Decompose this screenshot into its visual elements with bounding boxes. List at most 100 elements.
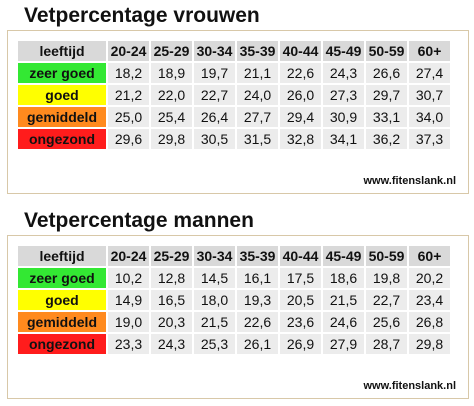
header-cell: 60+ [407, 39, 452, 63]
cell: 27,7 [235, 105, 280, 129]
cell: 30,9 [321, 105, 366, 129]
cell: 22,6 [235, 310, 280, 334]
cell: 23,6 [278, 310, 323, 334]
cell: 19,8 [364, 266, 409, 290]
cell: 21,5 [192, 310, 237, 334]
cell: 37,3 [407, 127, 452, 151]
cell: 21,1 [235, 61, 280, 85]
header-cell: 25-29 [149, 39, 194, 63]
cell: 26,6 [364, 61, 409, 85]
cell: 25,0 [106, 105, 151, 129]
table: leeftijd 20-24 25-29 30-34 35-39 40-44 45-49 50… [16, 244, 452, 356]
cell: 26,1 [235, 332, 280, 356]
cell: 16,5 [149, 288, 194, 312]
row: zeer goed 10,2 12,8 14,5 16,1 17,5 18,6 19,8 20,… [16, 266, 452, 290]
header-cell: 25-29 [149, 244, 194, 268]
cell: 27,4 [407, 61, 452, 85]
cell: 23,4 [407, 288, 452, 312]
cell: 25,3 [192, 332, 237, 356]
cell: 18,9 [149, 61, 194, 85]
header-cell: 50-59 [364, 39, 409, 63]
cell: 22,7 [192, 83, 237, 107]
cell: 27,9 [321, 332, 366, 356]
cell: 36,2 [364, 127, 409, 151]
header-cell: 30-34 [192, 39, 237, 63]
cell: 32,8 [278, 127, 323, 151]
cell: 19,7 [192, 61, 237, 85]
row-label: zeer goed [16, 61, 108, 85]
row: goed 14,9 16,5 18,0 19,3 20,5 21,5 22,7 23,4 [16, 288, 452, 312]
table: leeftijd 20-24 25-29 30-34 35-39 40-44 45-49 50… [16, 39, 452, 151]
header-cell: 40-44 [278, 39, 323, 63]
cell: 26,8 [407, 310, 452, 334]
cell: 20,3 [149, 310, 194, 334]
section-title: Vetpercentage mannen [24, 209, 254, 232]
header-row: leeftijd 20-24 25-29 30-34 35-39 40-44 45-49 50… [16, 244, 452, 268]
cell: 22,0 [149, 83, 194, 107]
table-box: leeftijd 20-24 25-29 30-34 35-39 40-44 45-49 50… [7, 235, 469, 399]
cell: 18,0 [192, 288, 237, 312]
cell: 22,7 [364, 288, 409, 312]
cell: 14,9 [106, 288, 151, 312]
cell: 19,0 [106, 310, 151, 334]
row: gemiddeld 25,0 25,4 26,4 27,7 29,4 30,9 33,1 34,… [16, 105, 452, 129]
row: ongezond 23,3 24,3 25,3 26,1 26,9 27,9 28,7 29,8 [16, 332, 452, 356]
header-cell: 40-44 [278, 244, 323, 268]
cell: 28,7 [364, 332, 409, 356]
cell: 26,0 [278, 83, 323, 107]
cell: 21,2 [106, 83, 151, 107]
header-cell: 35-39 [235, 244, 280, 268]
cell: 10,2 [106, 266, 151, 290]
row: gemiddeld 19,0 20,3 21,5 22,6 23,6 24,6 25,6 26,… [16, 310, 452, 334]
cell: 12,8 [149, 266, 194, 290]
header-cell: leeftijd [16, 39, 108, 63]
cell: 26,9 [278, 332, 323, 356]
header-cell: 20-24 [106, 244, 151, 268]
header-cell: 35-39 [235, 39, 280, 63]
header-cell: 45-49 [321, 244, 366, 268]
cell: 34,0 [407, 105, 452, 129]
row-label: ongezond [16, 127, 108, 151]
row-label: gemiddeld [16, 105, 108, 129]
header-cell: 50-59 [364, 244, 409, 268]
row: goed 21,2 22,0 22,7 24,0 26,0 27,3 29,7 30,7 [16, 83, 452, 107]
cell: 29,8 [407, 332, 452, 356]
cell: 25,4 [149, 105, 194, 129]
cell: 33,1 [364, 105, 409, 129]
row: ongezond 29,6 29,8 30,5 31,5 32,8 34,1 36,2 37,3 [16, 127, 452, 151]
cell: 24,6 [321, 310, 366, 334]
cell: 26,4 [192, 105, 237, 129]
header-cell: 30-34 [192, 244, 237, 268]
cell: 20,5 [278, 288, 323, 312]
cell: 18,2 [106, 61, 151, 85]
row-label: zeer goed [16, 266, 108, 290]
table-box: leeftijd 20-24 25-29 30-34 35-39 40-44 45-49 50… [7, 30, 469, 194]
cell: 34,1 [321, 127, 366, 151]
cell: 31,5 [235, 127, 280, 151]
cell: 30,7 [407, 83, 452, 107]
section-title: Vetpercentage vrouwen [24, 4, 260, 27]
cell: 29,7 [364, 83, 409, 107]
cell: 23,3 [106, 332, 151, 356]
row-label: gemiddeld [16, 310, 108, 334]
cell: 16,1 [235, 266, 280, 290]
cell: 19,3 [235, 288, 280, 312]
cell: 21,5 [321, 288, 366, 312]
header-cell: 20-24 [106, 39, 151, 63]
cell: 24,0 [235, 83, 280, 107]
source: www.fitenslank.nl [363, 380, 457, 392]
row: zeer goed 18,2 18,9 19,7 21,1 22,6 24,3 26,6 27,… [16, 61, 452, 85]
row-label: goed [16, 288, 108, 312]
header-row: leeftijd 20-24 25-29 30-34 35-39 40-44 45-49 50… [16, 39, 452, 63]
cell: 14,5 [192, 266, 237, 290]
header-cell: 60+ [407, 244, 452, 268]
cell: 18,6 [321, 266, 366, 290]
cell: 30,5 [192, 127, 237, 151]
row-label: ongezond [16, 332, 108, 356]
cell: 22,6 [278, 61, 323, 85]
cell: 20,2 [407, 266, 452, 290]
cell: 25,6 [364, 310, 409, 334]
cell: 17,5 [278, 266, 323, 290]
cell: 24,3 [321, 61, 366, 85]
